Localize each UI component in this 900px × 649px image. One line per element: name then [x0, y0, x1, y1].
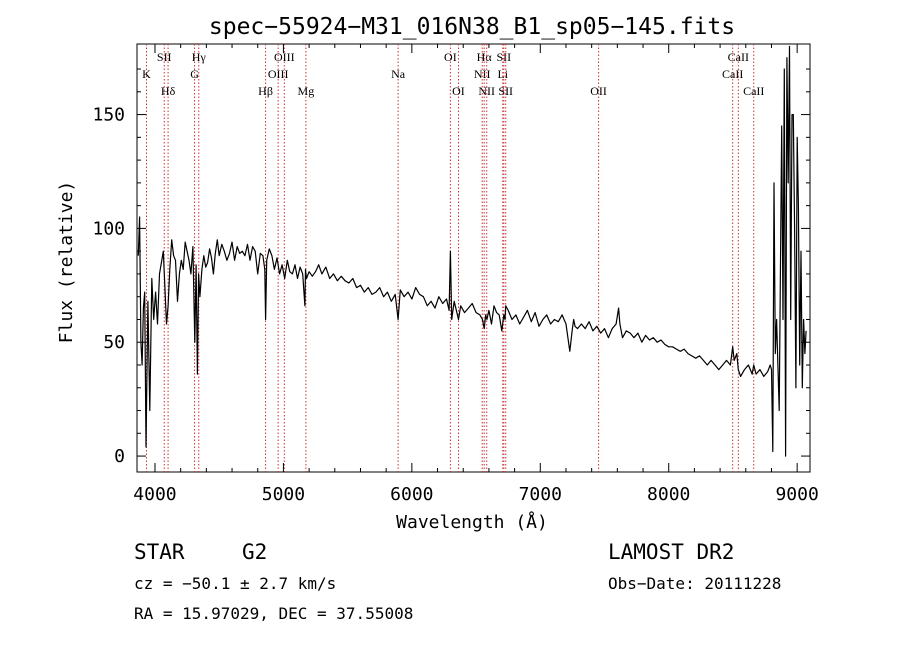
line-marker-label: OI — [452, 84, 465, 98]
survey-name: LAMOST DR2 — [608, 540, 734, 564]
line-marker-label: Hα — [477, 50, 493, 64]
x-tick-label: 4000 — [133, 484, 176, 505]
line-marker-label: CaII — [728, 50, 749, 64]
line-marker-label: OI — [444, 50, 457, 64]
line-marker-label: Hγ — [192, 50, 207, 64]
x-tick-label: 7000 — [519, 484, 562, 505]
line-marker-label: SII — [157, 50, 172, 64]
object-subclass: G2 — [242, 540, 267, 564]
line-marker-label: Na — [391, 67, 406, 81]
line-marker-label: SII — [496, 50, 511, 64]
line-marker-label: NII — [478, 84, 495, 98]
redshift-text: cz = −50.1 ± 2.7 km/s — [134, 574, 336, 593]
line-marker-label: Li — [497, 67, 508, 81]
x-tick-label: 8000 — [647, 484, 690, 505]
spectral-line-markers: KSIIHδGHγHβOIIIOIIIMgNaOIOINIIHαNIILiSII… — [142, 44, 764, 472]
coords-text: RA = 15.97029, DEC = 37.55008 — [134, 604, 413, 623]
line-marker-label: SII — [498, 84, 513, 98]
line-marker-label: Hβ — [258, 84, 273, 98]
line-marker-label: OIII — [268, 67, 289, 81]
x-axis-label: Wavelength (Å) — [396, 511, 548, 533]
y-axis-label: Flux (relative) — [56, 181, 77, 344]
line-marker-label: K — [142, 67, 151, 81]
x-tick-label: 5000 — [262, 484, 305, 505]
line-marker-label: CaII — [743, 84, 764, 98]
object-class: STAR — [134, 540, 185, 564]
line-marker-label: CaII — [722, 67, 743, 81]
line-marker-label: NII — [474, 67, 491, 81]
y-tick-label: 0 — [114, 446, 125, 467]
line-marker-label: OII — [590, 84, 607, 98]
plot-frame-group — [136, 43, 811, 473]
x-tick-label: 9000 — [775, 484, 818, 505]
y-tick-label: 150 — [92, 105, 125, 126]
line-marker-label: Hδ — [161, 84, 176, 98]
y-tick-label: 100 — [92, 218, 125, 239]
line-marker-label: G — [190, 67, 199, 81]
y-axis-ticks: 0 50 100 150 — [92, 68, 810, 467]
y-tick-label: 50 — [103, 332, 125, 353]
plot-frame — [136, 43, 811, 473]
chart-title: spec−55924−M31_016N38_B1_sp05−145.fits — [209, 14, 735, 40]
x-tick-label: 6000 — [390, 484, 433, 505]
x-axis-ticks: 4000 5000 6000 7000 8000 9000 — [133, 44, 819, 505]
line-marker-label: OIII — [274, 50, 295, 64]
line-marker-label: Mg — [298, 84, 315, 98]
obs-date: Obs−Date: 20111228 — [608, 574, 781, 593]
spectrum-line — [137, 45, 807, 457]
